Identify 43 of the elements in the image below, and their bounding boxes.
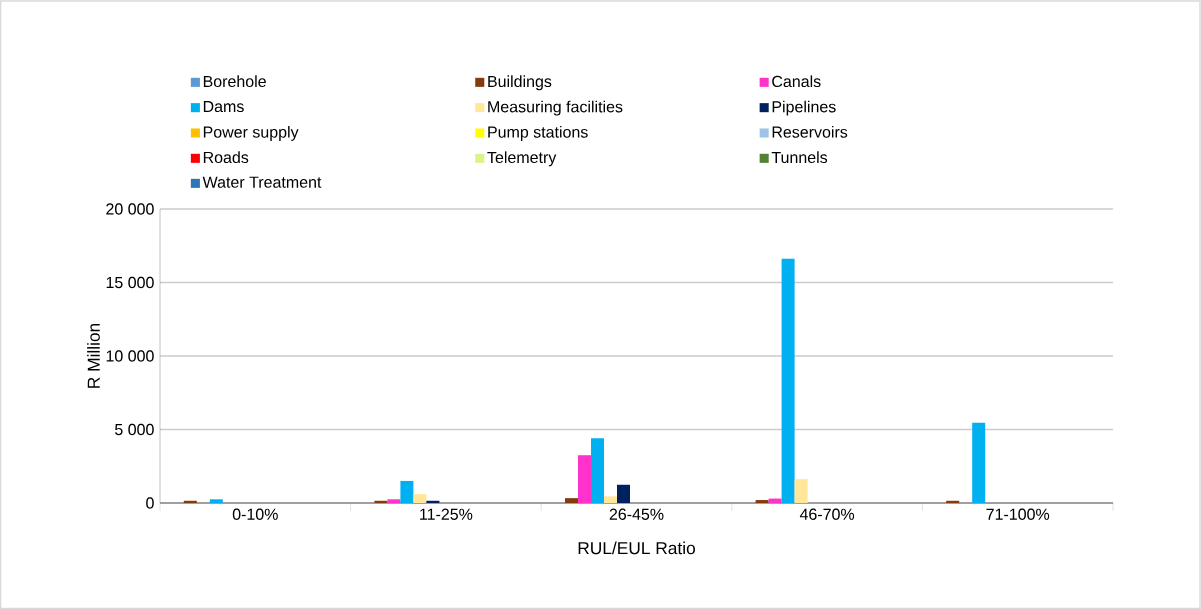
bar: [946, 500, 960, 503]
bar: [591, 438, 604, 503]
legend-label: Measuring facilities: [488, 100, 623, 116]
y-axis-title: R Million: [87, 323, 100, 388]
bar: [794, 479, 808, 503]
bar: [578, 455, 592, 503]
legend-label: Canals: [772, 75, 821, 88]
bar: [781, 258, 795, 503]
legend-label: Borehole: [203, 75, 266, 88]
legend-label: Roads: [203, 151, 249, 164]
bar: [387, 499, 401, 503]
bar: [617, 484, 631, 503]
bar: [565, 498, 579, 503]
x-axis-title: RUL/EUL Ratio: [578, 541, 695, 555]
bar: [426, 500, 440, 503]
x-tick-label: 71-100%: [986, 508, 1050, 520]
bar: [604, 496, 618, 503]
x-tick-label: 11-25%: [420, 508, 473, 520]
bar: [768, 498, 782, 503]
legend-label: Pipelines: [772, 100, 836, 116]
legend-label: Power supply: [203, 126, 299, 141]
legend-label: Reservoirs: [772, 126, 848, 138]
legend-label: Pump stations: [488, 126, 588, 141]
legend-label: Tunnels: [771, 151, 828, 164]
bar: [209, 499, 223, 503]
legend-label: Buildings: [488, 75, 552, 91]
x-tick-label: 26-45%: [609, 508, 664, 520]
y-tick-label: 20 000: [106, 203, 154, 215]
legend-label: Dams: [203, 100, 244, 113]
y-tick-label: 0: [146, 497, 154, 509]
x-tick-label: 0-10%: [232, 508, 278, 520]
bar: [183, 500, 197, 503]
bar: [755, 500, 769, 503]
legend-label: Water Treatment: [202, 176, 322, 188]
x-tick-label: 46-70%: [799, 508, 855, 520]
bar: [413, 494, 427, 503]
y-tick-label: 10 000: [106, 350, 154, 362]
bar: [400, 480, 414, 503]
y-tick-label: 15 000: [106, 276, 154, 289]
legend-label: Telemetry: [487, 151, 557, 167]
y-tick-label: 5 000: [115, 423, 154, 436]
bar: [972, 422, 986, 503]
bar: [374, 500, 388, 503]
